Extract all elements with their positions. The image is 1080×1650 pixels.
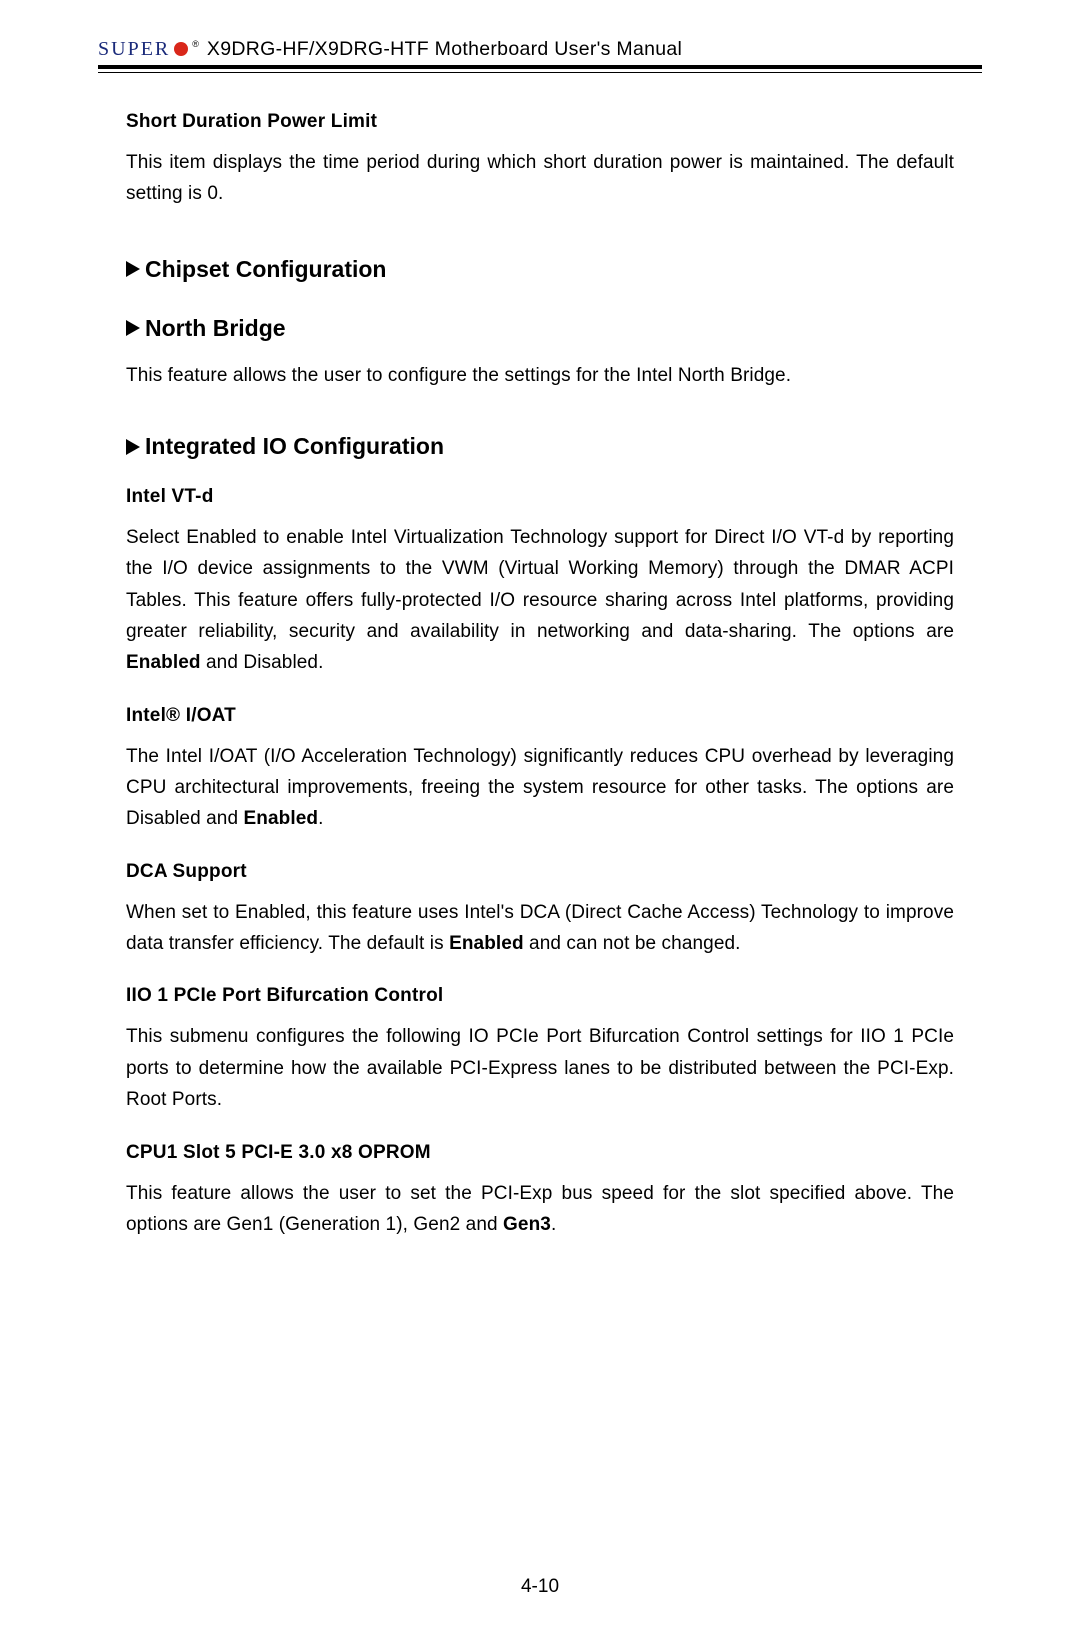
body-paragraph: This submenu configures the following IO… <box>126 1021 954 1115</box>
logo-text: SUPER <box>98 38 170 61</box>
subheading: Intel® I/OAT <box>126 705 954 727</box>
section-heading: North Bridge <box>126 315 954 342</box>
subheading: DCA Support <box>126 861 954 883</box>
section-heading: Integrated IO Configuration <box>126 433 954 460</box>
section-heading-text: Chipset Configuration <box>145 256 386 283</box>
section-heading: Chipset Configuration <box>126 256 954 283</box>
section-heading-text: North Bridge <box>145 315 286 342</box>
header-rule-thick <box>98 65 982 69</box>
body-paragraph: When set to Enabled, this feature uses I… <box>126 897 954 960</box>
manual-page: SUPER ® X9DRG-HF/X9DRG-HTF Motherboard U… <box>0 0 1080 1240</box>
subheading: Intel VT-d <box>126 486 954 508</box>
page-content: Short Duration Power Limit This item disp… <box>98 73 982 1240</box>
bold-option: Enabled <box>126 652 201 673</box>
page-header: SUPER ® X9DRG-HF/X9DRG-HTF Motherboard U… <box>98 38 982 61</box>
manual-title: X9DRG-HF/X9DRG-HTF Motherboard User's Ma… <box>207 38 682 61</box>
registered-mark: ® <box>192 39 199 49</box>
page-number: 4-10 <box>0 1576 1080 1598</box>
body-paragraph: The Intel I/OAT (I/O Acceleration Techno… <box>126 741 954 835</box>
body-paragraph: This item displays the time period durin… <box>126 147 954 210</box>
body-paragraph: Select Enabled to enable Intel Virtualiz… <box>126 522 954 679</box>
bold-option: Enabled <box>449 933 524 954</box>
body-paragraph: This feature allows the user to set the … <box>126 1178 954 1241</box>
triangle-icon <box>126 320 140 336</box>
subheading: Short Duration Power Limit <box>126 111 954 133</box>
subheading: CPU1 Slot 5 PCI-E 3.0 x8 OPROM <box>126 1142 954 1164</box>
bold-option: Gen3 <box>503 1214 551 1235</box>
triangle-icon <box>126 439 140 455</box>
logo-dot-icon <box>174 42 188 56</box>
section-heading-text: Integrated IO Configuration <box>145 433 444 460</box>
body-paragraph: This feature allows the user to configur… <box>126 360 954 391</box>
triangle-icon <box>126 261 140 277</box>
subheading: IIO 1 PCIe Port Bifurcation Control <box>126 985 954 1007</box>
bold-option: Enabled <box>244 808 319 829</box>
